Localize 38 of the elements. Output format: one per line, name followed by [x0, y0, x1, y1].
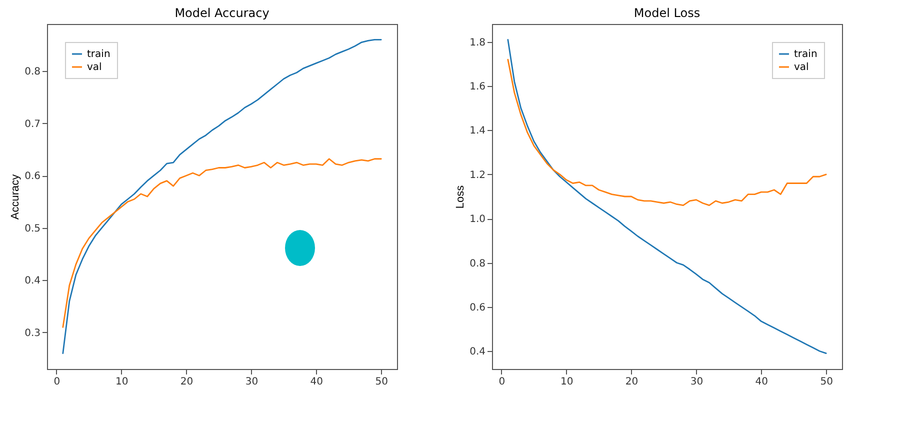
y-tick-label: 0.5	[24, 223, 40, 234]
chart-title: Model Loss	[634, 6, 700, 20]
chart-title: Model Accuracy	[174, 6, 270, 20]
legend-label: val	[87, 62, 102, 73]
y-tick-label: 0.6	[24, 171, 40, 182]
x-tick-label: 20	[180, 376, 194, 388]
y-tick-label: 0.7	[24, 118, 40, 130]
y-tick-label: 0.3	[24, 328, 40, 339]
line-series	[507, 38, 827, 354]
y-tick-label: 0.8	[24, 66, 40, 78]
y-tick-label: 0.6	[470, 302, 486, 314]
x-tick-label: 50	[375, 376, 388, 388]
x-tick-label: 0	[498, 376, 506, 388]
x-tick-label: 10	[560, 376, 574, 388]
y-tick-label: 1.6	[470, 82, 486, 93]
x-tick-label: 50	[820, 376, 833, 388]
y-tick-label: 1.2	[470, 170, 486, 181]
x-tick-label: 40	[755, 376, 768, 388]
y-tick-label: 0.8	[470, 258, 486, 270]
y-tick-label: 1.0	[470, 214, 486, 226]
y-tick-label: 1.4	[470, 126, 486, 137]
x-tick-label: 30	[245, 376, 258, 388]
legend-label: train	[794, 49, 818, 60]
x-tick-label: 30	[690, 376, 704, 388]
x-tick-label: 40	[310, 376, 324, 388]
y-axis-title: Accuracy	[10, 174, 22, 220]
y-tick-label: 0.4	[470, 346, 486, 358]
y-tick-label: 1.8	[470, 37, 486, 48]
x-tick-label: 10	[115, 376, 128, 388]
line-series	[62, 158, 382, 328]
legend-label: val	[794, 62, 809, 73]
line-series	[507, 58, 827, 206]
legend-label: train	[87, 49, 110, 60]
line-series	[62, 38, 382, 354]
y-axis-title: Loss	[454, 184, 467, 209]
y-tick-label: 0.4	[24, 276, 40, 287]
x-tick-label: 20	[625, 376, 638, 388]
x-tick-label: 0	[54, 376, 60, 388]
